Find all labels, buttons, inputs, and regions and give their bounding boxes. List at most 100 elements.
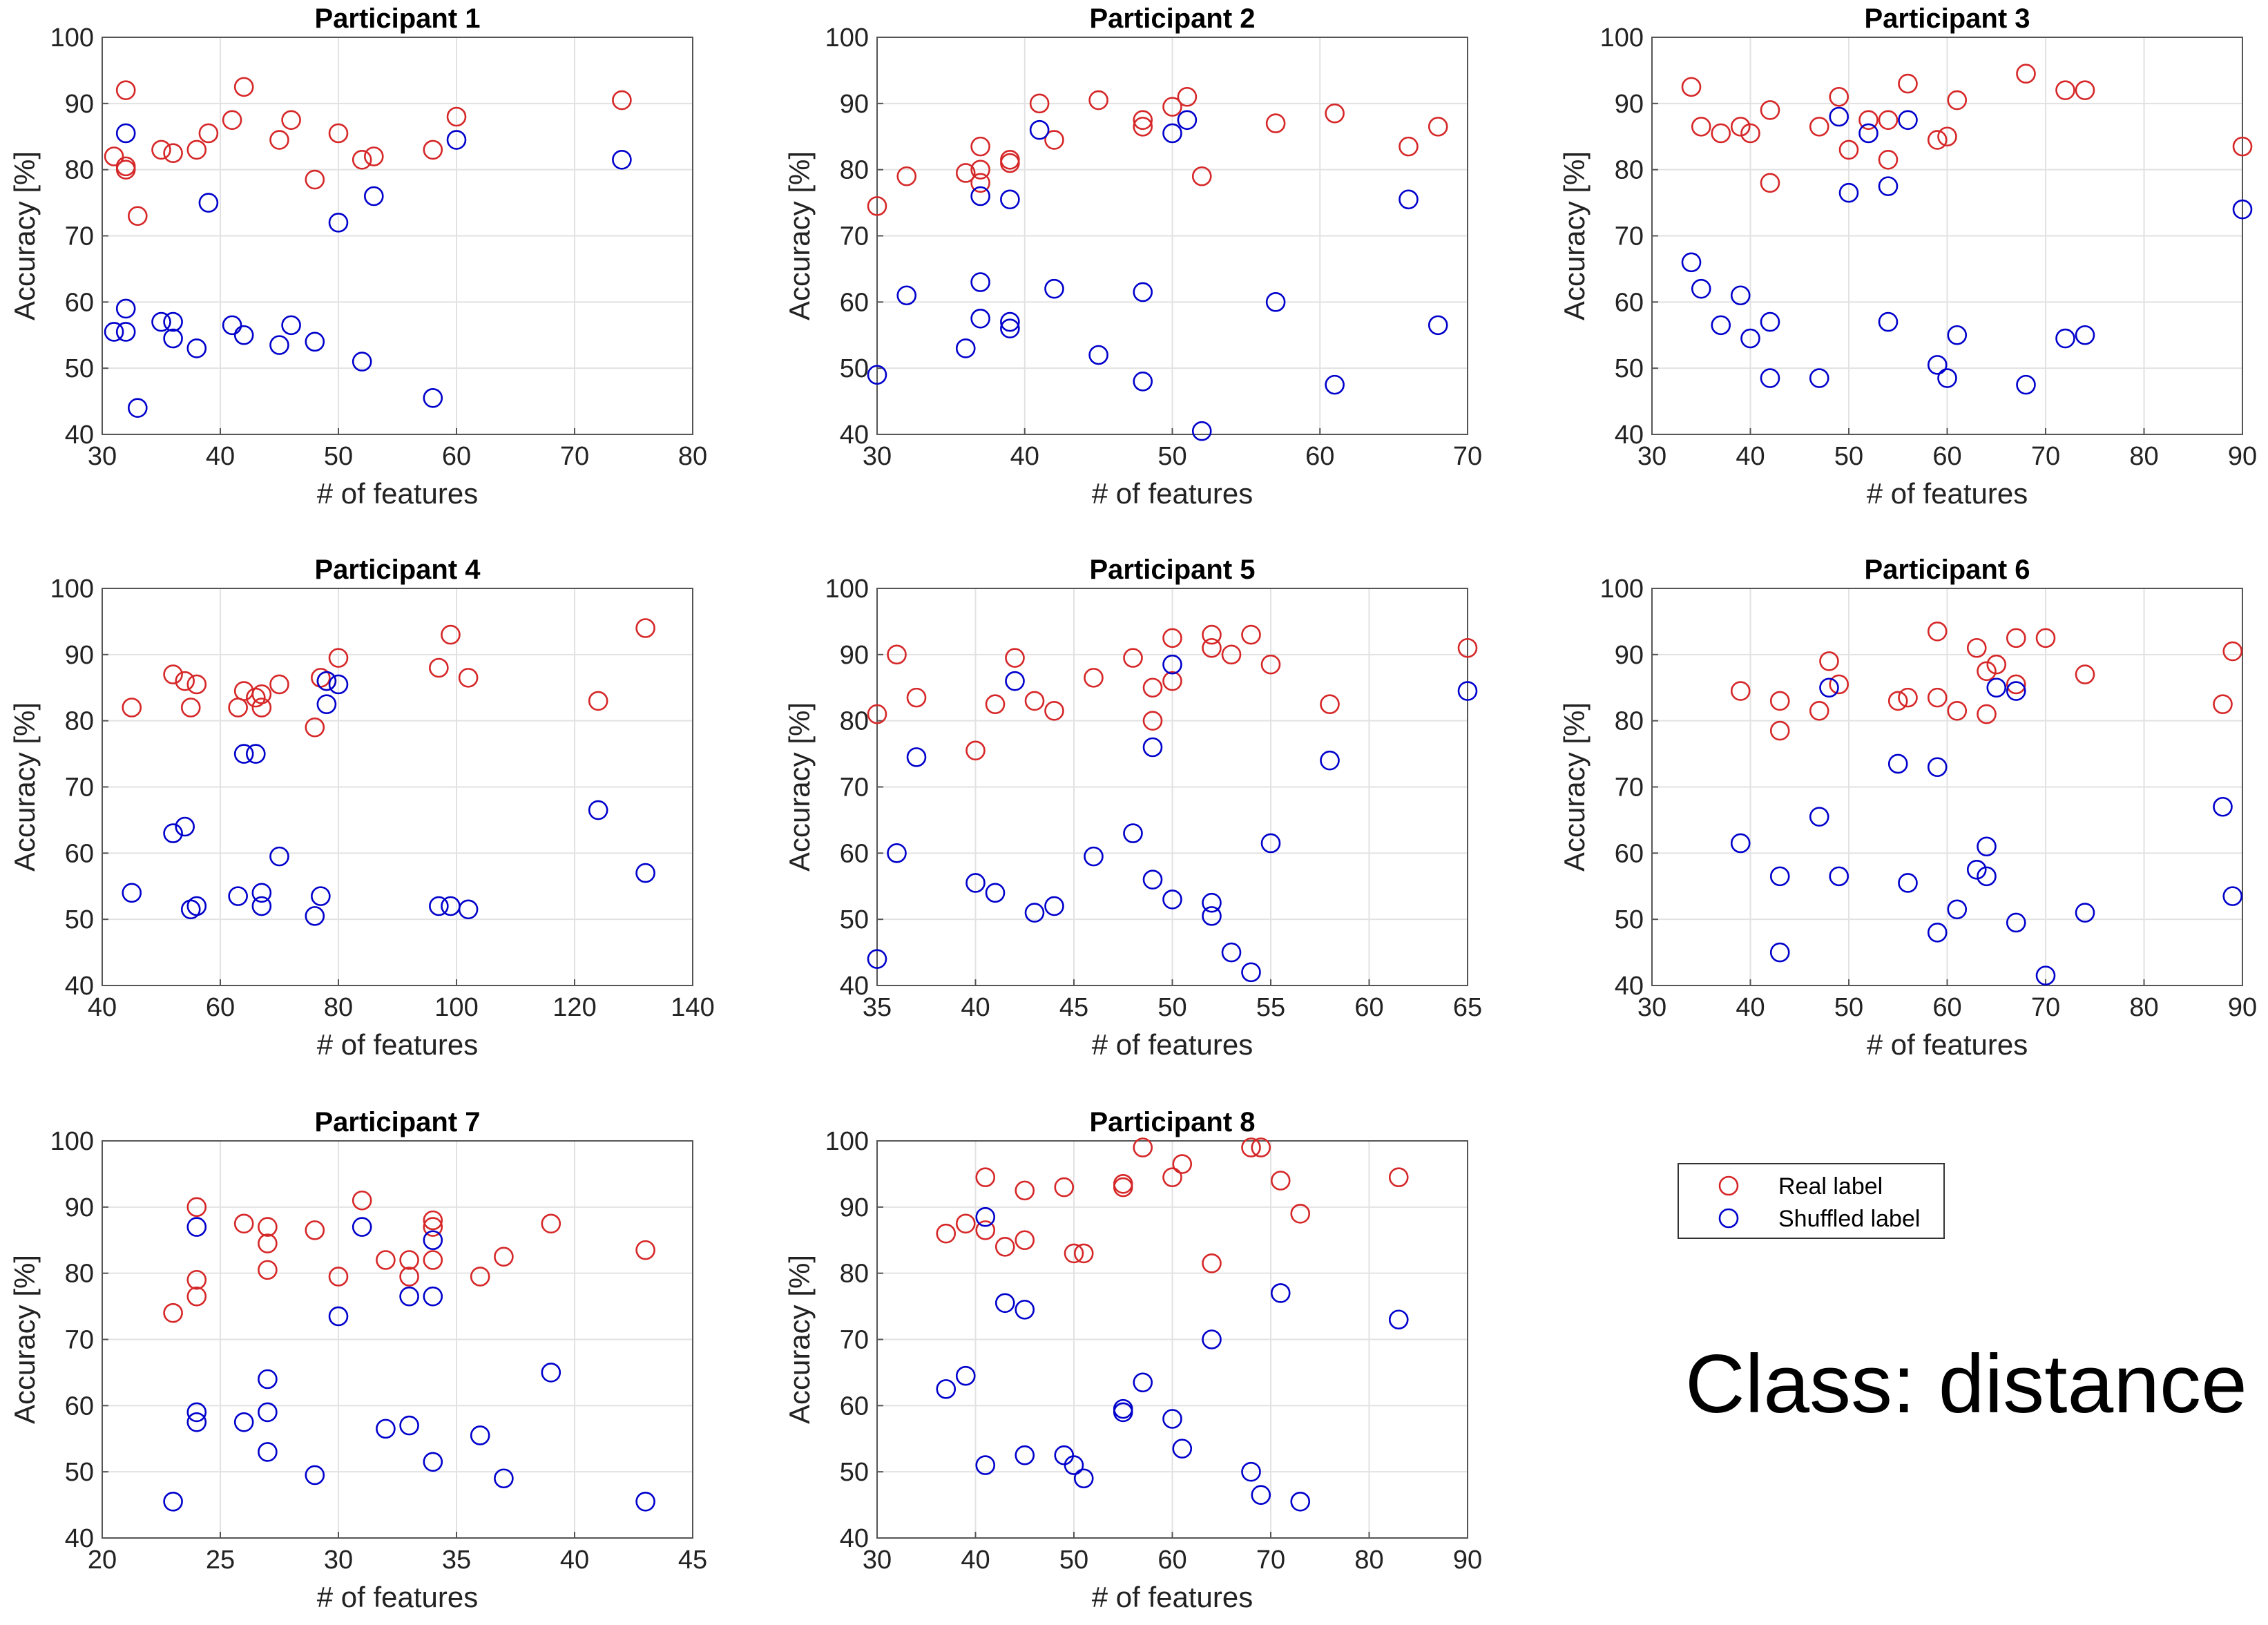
real-label-point xyxy=(429,657,449,678)
real-label-point xyxy=(1898,687,1918,708)
shuffled-label-point xyxy=(446,130,467,150)
real-label-point xyxy=(1142,677,1163,698)
panel-participant-7: 20 25 30 35 40 45 40 50 60 70 80 90 100 Participant 7… xyxy=(8,1107,707,1613)
real-label-point xyxy=(1064,1243,1084,1264)
shuffled-label-point xyxy=(1711,315,1731,336)
real-label-point xyxy=(1290,1204,1311,1224)
shuffled-label-point xyxy=(251,896,272,916)
x-tick-label: 30 xyxy=(863,1546,892,1575)
real-label-point xyxy=(1133,110,1153,131)
x-tick-label: 80 xyxy=(678,442,707,471)
real-label-point xyxy=(2075,664,2095,684)
shuffled-label-point xyxy=(1809,807,1829,827)
real-label-point xyxy=(1162,97,1182,117)
real-label-point xyxy=(1241,1137,1261,1157)
shuffled-label-point xyxy=(2075,903,2095,923)
x-tick-label: 45 xyxy=(1059,993,1088,1022)
real-label-point xyxy=(423,1210,443,1231)
real-label-point xyxy=(1838,140,1859,160)
shuffled-label-point xyxy=(970,186,990,206)
series-shuffled-label xyxy=(163,1217,655,1512)
legend-real-label: Real label xyxy=(1778,1173,1883,1200)
y-tick-label: 50 xyxy=(65,905,94,934)
y-tick-label: 40 xyxy=(840,1524,869,1553)
shuffled-label-point xyxy=(906,747,927,767)
real-label-point xyxy=(251,698,272,718)
shuffled-label-point xyxy=(122,883,142,903)
real-label-point xyxy=(1760,173,1780,193)
real-label-point xyxy=(399,1250,419,1270)
shuffled-label-point xyxy=(423,1286,443,1307)
panel-participant-4: 40 60 80 100 120 140 40 50 60 70 80 90 100 Participan… xyxy=(8,555,715,1061)
shuffled-label-point xyxy=(1691,278,1711,299)
real-label-point xyxy=(1937,126,1957,147)
real-label-point xyxy=(494,1247,514,1267)
real-label-point xyxy=(399,1267,419,1287)
shuffled-label-point xyxy=(328,213,349,233)
series-real-label xyxy=(163,1190,655,1323)
series-shuffled-label xyxy=(122,671,655,926)
shuffled-label-point xyxy=(258,1442,278,1462)
real-label-point xyxy=(1927,687,1948,708)
shuffled-label-point xyxy=(1005,671,1025,691)
shuffled-label-point xyxy=(1769,942,1790,963)
x-tick-label: 140 xyxy=(671,993,714,1022)
shuffled-label-point xyxy=(1162,1409,1182,1429)
real-label-point xyxy=(281,110,301,131)
real-label-point xyxy=(970,136,990,157)
y-tick-label: 50 xyxy=(1615,354,1644,383)
shuffled-label-point xyxy=(429,896,449,916)
x-tick-label: 80 xyxy=(2129,442,2158,471)
y-tick-label: 50 xyxy=(1615,905,1644,934)
real-label-point xyxy=(1251,1137,1271,1157)
shuffled-label-point xyxy=(1202,906,1222,926)
panel-participant-8: 30 40 50 60 70 80 90405060708090100Participant… xyxy=(783,1107,1482,1613)
y-tick-label: 60 xyxy=(840,288,869,317)
x-tick-label: 45 xyxy=(678,1546,707,1575)
y-tick-label: 60 xyxy=(840,1392,869,1421)
x-tick-label: 70 xyxy=(2031,993,2060,1022)
shuffled-label-point xyxy=(233,1412,254,1432)
panel-title: Participant 1 xyxy=(314,3,480,34)
shuffled-label-point xyxy=(1202,892,1222,913)
real-label-point xyxy=(186,674,207,695)
real-label-point xyxy=(955,1213,976,1234)
panel-title: Participant 3 xyxy=(1864,3,2030,34)
x-tick-label: 70 xyxy=(1453,442,1482,471)
real-label-point xyxy=(541,1213,561,1234)
shuffled-label-point xyxy=(251,883,272,903)
shuffled-label-point xyxy=(1054,1445,1075,1465)
shuffled-label-point xyxy=(887,843,907,863)
shuffled-label-point xyxy=(1809,368,1829,388)
shuffled-label-point xyxy=(1878,311,1899,332)
shuffled-label-point xyxy=(1325,374,1345,395)
real-label-point xyxy=(328,123,349,144)
real-label-point xyxy=(151,140,171,160)
real-label-point xyxy=(423,1217,443,1237)
real-label-point xyxy=(233,77,254,97)
real-label-point xyxy=(1177,86,1198,107)
y-tick-label: 90 xyxy=(1615,641,1644,670)
real-label-point xyxy=(588,691,608,711)
y-tick-label: 50 xyxy=(65,1458,94,1487)
shuffled-label-point xyxy=(376,1419,396,1439)
real-label-point xyxy=(2232,136,2253,157)
real-label-point xyxy=(1428,117,1448,137)
x-tick-label: 30 xyxy=(1637,442,1666,471)
y-tick-label: 70 xyxy=(65,222,94,251)
real-label-point xyxy=(1977,661,1997,682)
real-label-point xyxy=(1730,117,1751,137)
real-label-point xyxy=(2075,80,2095,100)
real-label-point xyxy=(1819,651,1839,671)
real-label-point xyxy=(1829,86,1849,107)
real-label-point xyxy=(1399,136,1419,157)
shuffled-label-point xyxy=(163,328,183,349)
y-tick-label: 80 xyxy=(65,707,94,736)
series-real-label xyxy=(104,77,632,227)
x-tick-label: 25 xyxy=(206,1546,235,1575)
real-label-point xyxy=(975,1167,996,1188)
shuffled-label-point xyxy=(1457,681,1478,701)
